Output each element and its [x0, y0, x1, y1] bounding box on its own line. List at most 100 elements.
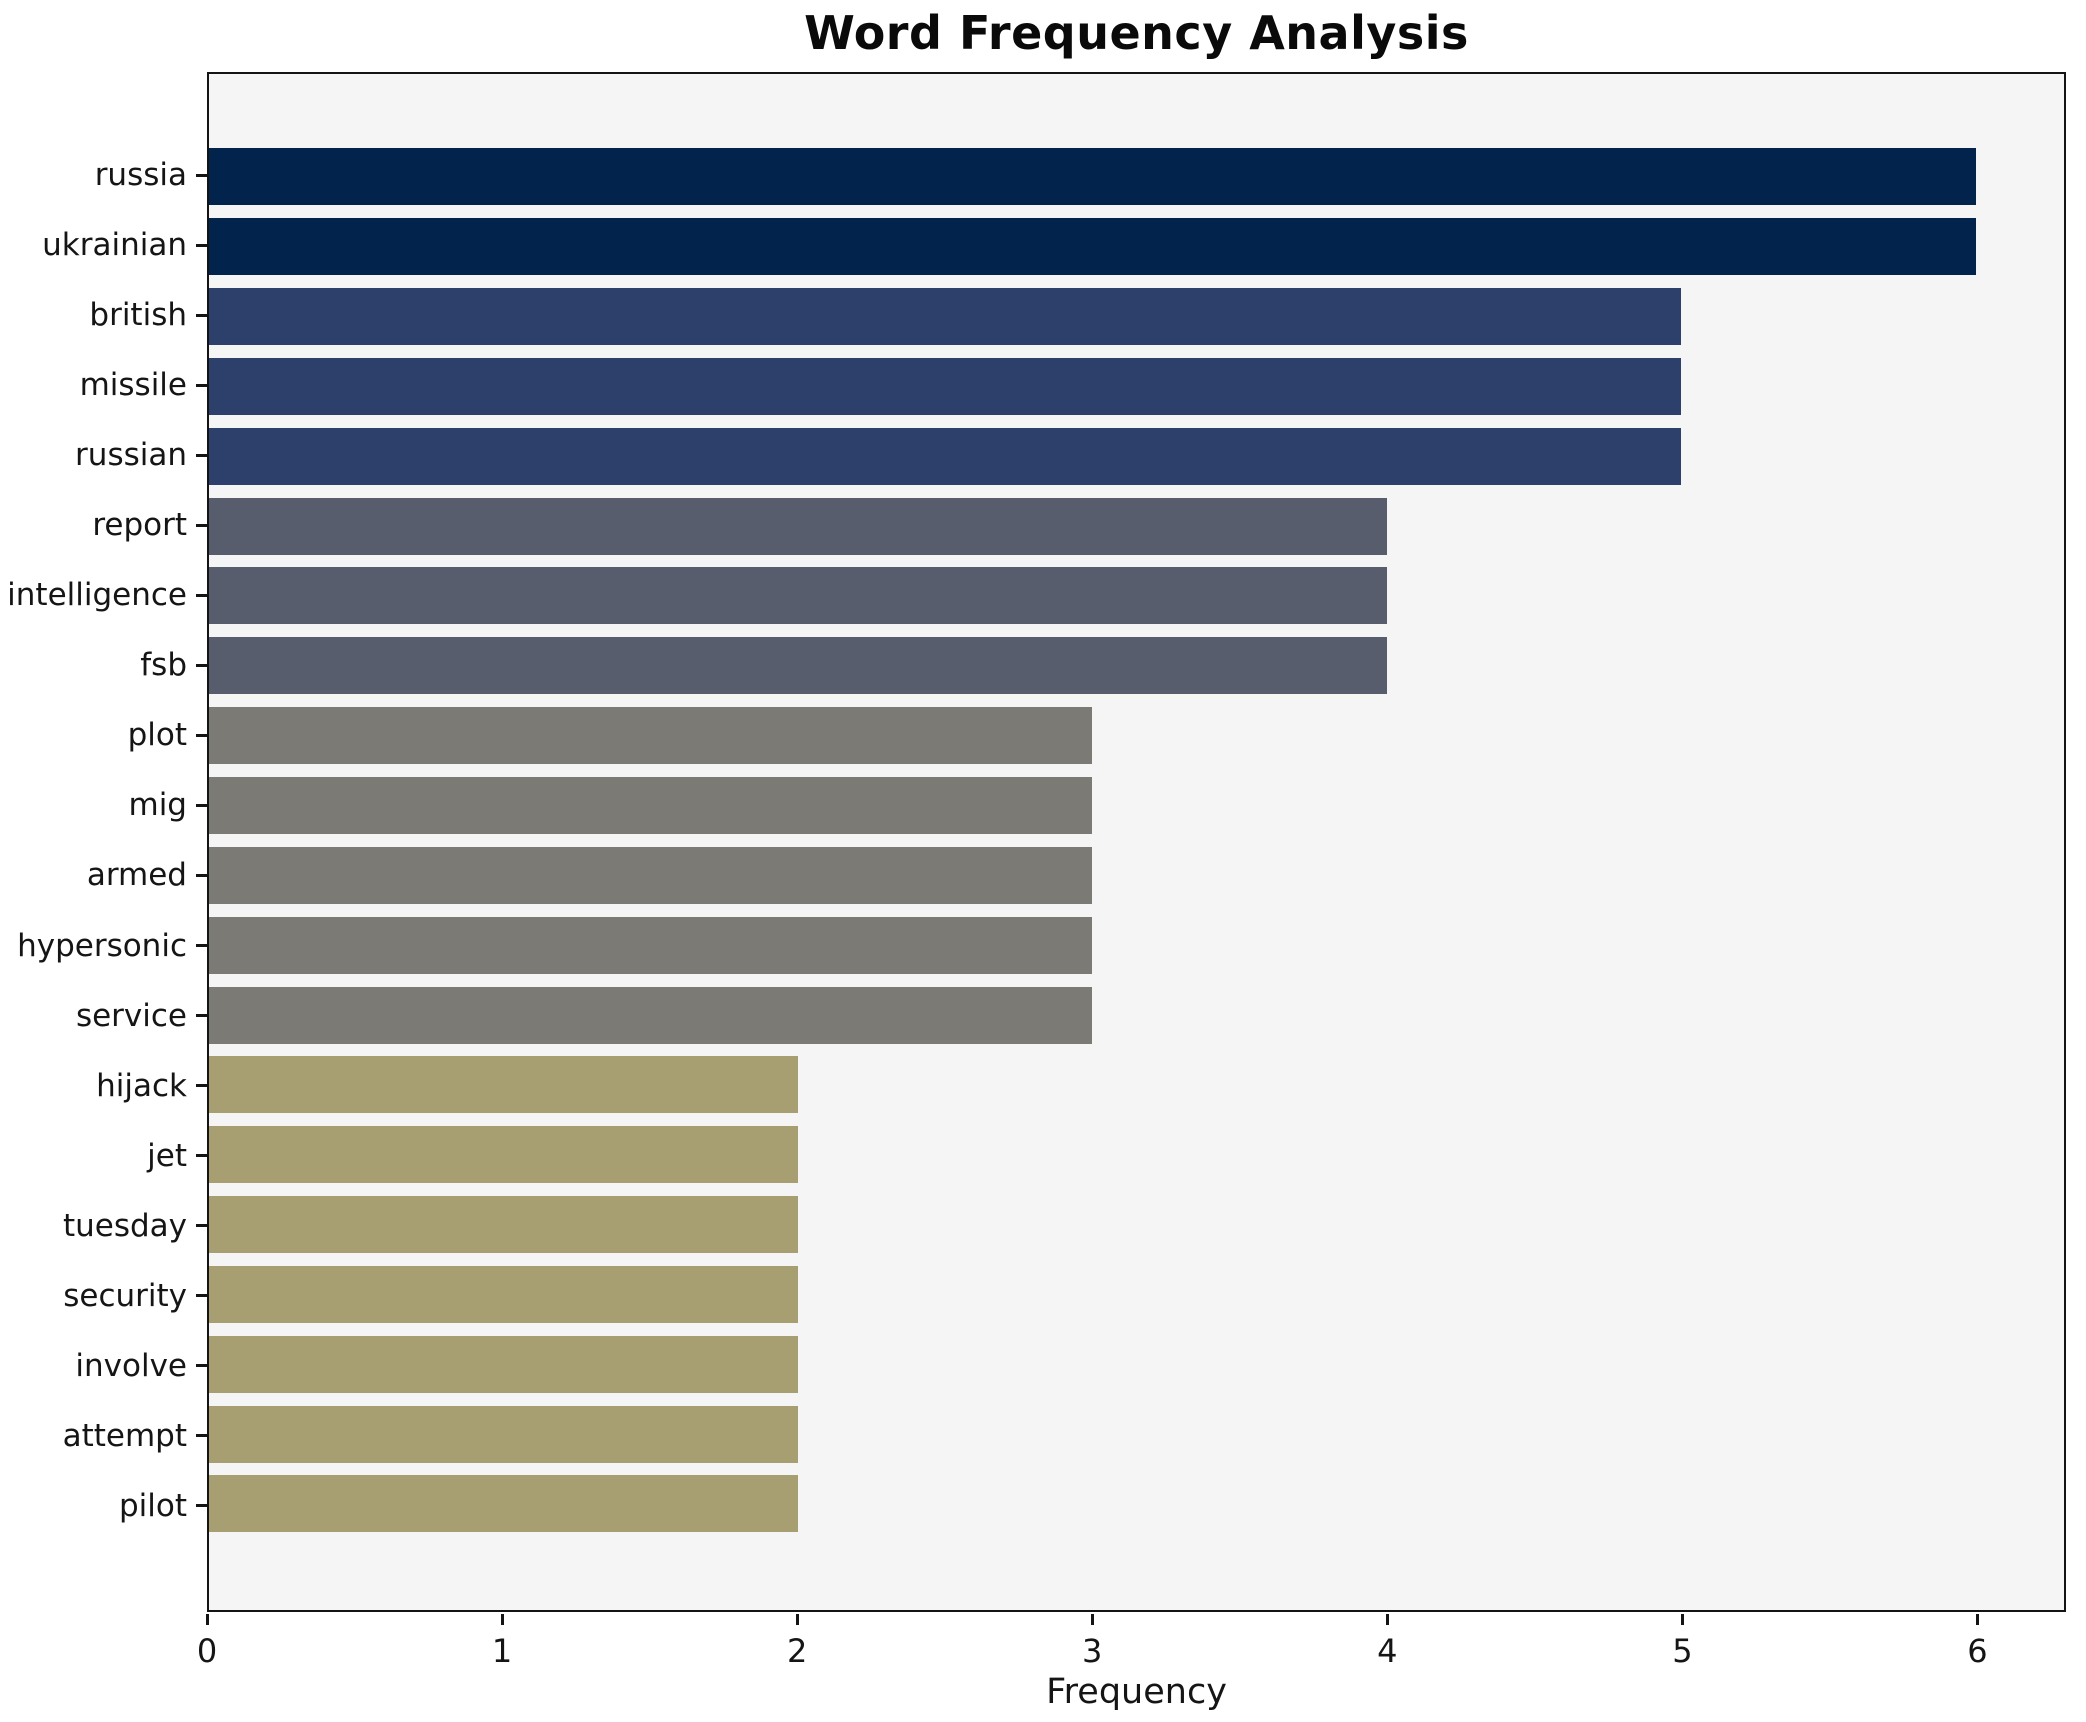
y-tick-label: intelligence — [7, 577, 187, 614]
bar-slot — [209, 1399, 2064, 1469]
y-tick-label: report — [92, 507, 187, 544]
bar-slot — [209, 701, 2064, 771]
y-tick-row: tuesday — [0, 1191, 207, 1261]
x-tick-mark — [206, 1614, 209, 1625]
y-tick-mark — [196, 1504, 207, 1508]
bar — [209, 777, 1093, 835]
bar-slot — [209, 1329, 2064, 1399]
x-axis: 0 1 2 3 4 5 6 — [197, 1612, 2066, 1722]
bar-slot — [209, 282, 2064, 352]
x-tick-label: 1 — [491, 1632, 513, 1670]
x-tick-mark — [501, 1614, 505, 1625]
bar-slot — [209, 1190, 2064, 1260]
bar — [209, 357, 1682, 415]
y-tick-mark — [196, 173, 207, 177]
y-tick-row: missile — [0, 350, 207, 420]
y-tick-label: plot — [127, 717, 187, 754]
x-tick-mark — [1976, 1614, 1980, 1625]
y-tick-row: attempt — [0, 1401, 207, 1471]
x-tick-mark — [1681, 1614, 1685, 1625]
y-tick-label: tuesday — [62, 1207, 187, 1244]
y-tick-row: pilot — [0, 1471, 207, 1541]
bar-slot — [209, 212, 2064, 282]
y-tick-label: jet — [147, 1137, 187, 1174]
y-tick-mark — [196, 593, 207, 597]
y-tick-label: hijack — [96, 1067, 187, 1104]
x-tick-label: 3 — [1082, 1632, 1103, 1670]
bar-slot — [209, 631, 2064, 701]
bar — [209, 1265, 798, 1323]
y-tick-label: ukrainian — [42, 227, 187, 264]
y-tick-mark — [196, 803, 207, 807]
bar — [209, 707, 1093, 765]
y-tick-label: hypersonic — [17, 927, 187, 964]
y-tick-label: fsb — [140, 647, 187, 684]
bar-slot — [209, 561, 2064, 631]
x-tick-label: 6 — [1967, 1632, 1988, 1670]
x-tick-label: 2 — [786, 1632, 808, 1670]
y-tick-label: missile — [79, 367, 187, 404]
bar — [209, 1056, 798, 1114]
bar — [209, 567, 1387, 625]
bars-container — [209, 74, 2064, 1610]
x-tick-mark — [1091, 1614, 1095, 1625]
y-tick-label: russia — [94, 157, 187, 194]
y-tick-row: mig — [0, 770, 207, 840]
bar-slot — [209, 421, 2064, 491]
y-tick-row: jet — [0, 1121, 207, 1191]
y-tick-row: russia — [0, 140, 207, 210]
bar — [209, 1405, 798, 1463]
y-tick-label: involve — [75, 1347, 187, 1384]
y-tick-row: ukrainian — [0, 210, 207, 280]
bar-slot — [209, 1050, 2064, 1120]
bar-slot — [209, 910, 2064, 980]
y-tick-label: mig — [128, 787, 188, 824]
y-tick-row: plot — [0, 700, 207, 770]
x-tick-mark — [1386, 1614, 1390, 1625]
x-tick-label: 5 — [1672, 1632, 1693, 1670]
bar-slot — [209, 142, 2064, 212]
y-tick-mark — [196, 1084, 207, 1088]
x-tick-label: 0 — [196, 1632, 218, 1670]
y-tick-row: intelligence — [0, 560, 207, 630]
y-tick-row: armed — [0, 840, 207, 910]
bar — [209, 1126, 798, 1184]
bar — [209, 148, 1976, 206]
y-tick-mark — [196, 453, 207, 457]
y-tick-label: british — [89, 297, 187, 334]
y-tick-label: pilot — [118, 1487, 187, 1524]
bar — [209, 637, 1387, 695]
y-tick-mark — [196, 733, 207, 737]
y-tick-label: armed — [86, 857, 187, 894]
x-tick-mark — [796, 1614, 800, 1625]
bar — [209, 427, 1682, 485]
y-axis-labels: russia ukrainian british missile russian repo… — [0, 72, 207, 1612]
bar — [209, 986, 1093, 1044]
y-tick-row: report — [0, 490, 207, 560]
y-tick-mark — [196, 1154, 207, 1158]
y-tick-mark — [196, 1014, 207, 1018]
bar-slot — [209, 980, 2064, 1050]
y-tick-label: russian — [75, 437, 187, 474]
y-tick-row: involve — [0, 1331, 207, 1401]
y-tick-mark — [196, 1224, 207, 1228]
y-tick-mark — [196, 243, 207, 247]
bar-slot — [209, 1469, 2064, 1539]
y-tick-row: russian — [0, 420, 207, 490]
bar-slot — [209, 1120, 2064, 1190]
bar-slot — [209, 1260, 2064, 1330]
bar — [209, 1475, 798, 1533]
y-tick-row: hijack — [0, 1051, 207, 1121]
x-axis-label: Frequency — [1046, 1672, 1227, 1712]
y-tick-mark — [196, 523, 207, 527]
y-tick-mark — [196, 873, 207, 877]
y-tick-label: security — [63, 1277, 187, 1314]
bar — [209, 288, 1682, 346]
y-tick-row: hypersonic — [0, 911, 207, 981]
y-tick-mark — [196, 313, 207, 317]
bar-slot — [209, 771, 2064, 841]
y-tick-row: service — [0, 981, 207, 1051]
plot-area — [207, 72, 2066, 1612]
y-tick-row: security — [0, 1261, 207, 1331]
